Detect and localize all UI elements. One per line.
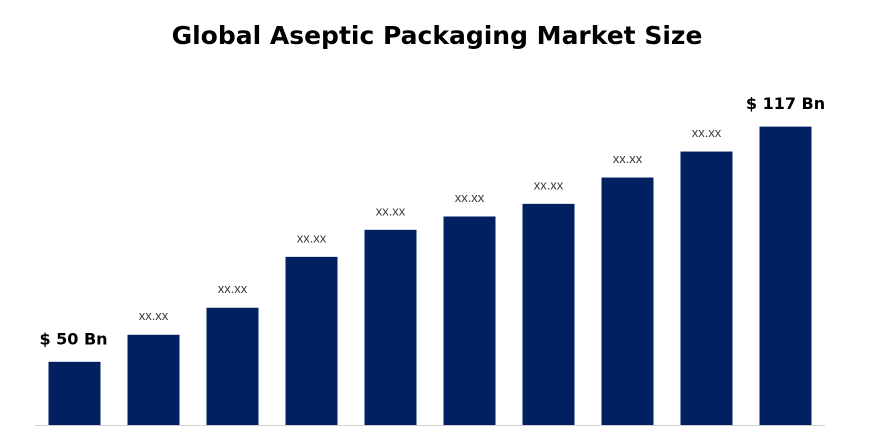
bar — [522, 203, 575, 425]
value-label: xx.xx — [139, 308, 169, 323]
chart-title: Global Aseptic Packaging Market Size — [172, 21, 703, 50]
bar — [364, 229, 417, 425]
value-label: xx.xx — [534, 177, 564, 192]
value-label: xx.xx — [455, 190, 485, 205]
bar — [759, 126, 812, 425]
bar — [48, 361, 101, 425]
bar — [680, 151, 733, 425]
bar — [206, 307, 259, 425]
bar — [443, 216, 496, 425]
value-label: xx.xx — [376, 203, 406, 218]
bar — [127, 334, 180, 425]
bar — [601, 177, 654, 425]
value-label: xx.xx — [692, 125, 722, 140]
value-label: xx.xx — [297, 230, 327, 245]
value-label: $ 117 Bn — [746, 94, 825, 113]
bar — [285, 256, 338, 425]
value-label: xx.xx — [613, 151, 643, 166]
value-label: $ 50 Bn — [39, 329, 107, 348]
value-label: xx.xx — [218, 281, 248, 296]
